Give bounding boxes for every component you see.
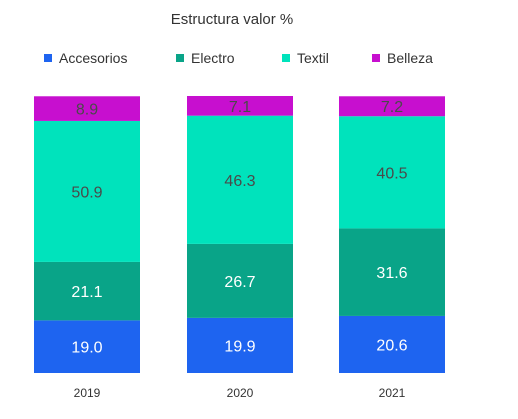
x-tick-label-2021: 2021 [379, 386, 406, 400]
bar-stack-2021: 20.6 31.6 40.5 7.2 [339, 96, 445, 373]
legend-item-textil: Textil [282, 50, 329, 66]
data-label-belleza-2019: 8.9 [76, 102, 98, 119]
data-label-electro-2019: 21.1 [71, 284, 102, 301]
legend-item-belleza: Belleza [372, 50, 433, 66]
bar-segment-accesorios-2019 [34, 320, 140, 373]
data-label-electro-2021: 31.6 [376, 265, 407, 282]
data-label-accesorios-2021: 20.6 [376, 337, 407, 354]
legend-item-electro: Electro [176, 50, 235, 66]
bar-segment-electro-2020 [187, 243, 293, 318]
data-label-belleza-2021: 7.2 [381, 99, 403, 116]
x-tick-label-2019: 2019 [74, 386, 101, 400]
bar-segment-accesorios-2021 [339, 315, 445, 373]
bar-segment-electro-2021 [339, 228, 445, 316]
legend: Accesorios Electro Textil Belleza [44, 50, 433, 66]
legend-label: Belleza [387, 50, 433, 66]
x-tick-label-2020: 2020 [227, 386, 254, 400]
legend-label: Textil [297, 50, 329, 66]
data-label-textil-2019: 50.9 [71, 184, 102, 201]
legend-swatch [176, 54, 184, 62]
data-label-textil-2020: 46.3 [224, 173, 255, 190]
bar-stack-2020: 19.9 26.7 46.3 7.1 [187, 96, 293, 373]
bar-segment-belleza-2019 [34, 96, 140, 121]
data-label-electro-2020: 26.7 [224, 274, 255, 291]
data-label-textil-2021: 40.5 [376, 165, 407, 182]
legend-item-accesorios: Accesorios [44, 50, 127, 66]
bar-segment-textil-2020 [187, 115, 293, 244]
bars: 19.0 21.1 50.9 8.9 19.9 26.7 46.3 7.1 20.6 31.6 40… [34, 96, 445, 373]
bar-segment-textil-2019 [34, 120, 140, 262]
chart-title: Estructura valor % [171, 11, 294, 28]
bar-segment-belleza-2020 [187, 96, 293, 116]
bar-segment-electro-2019 [34, 261, 140, 321]
legend-swatch [44, 54, 52, 62]
x-axis-tick-labels: 2019 2020 2021 [74, 386, 406, 400]
bar-stack-2019: 19.0 21.1 50.9 8.9 [34, 96, 140, 373]
data-label-accesorios-2019: 19.0 [71, 340, 102, 357]
bar-segment-accesorios-2020 [187, 317, 293, 373]
bar-segment-belleza-2021 [339, 96, 445, 117]
legend-label: Accesorios [59, 50, 127, 66]
data-label-accesorios-2020: 19.9 [224, 338, 255, 355]
bar-segment-textil-2021 [339, 116, 445, 229]
data-label-belleza-2020: 7.1 [229, 99, 251, 116]
legend-label: Electro [191, 50, 235, 66]
legend-swatch [282, 54, 290, 62]
legend-swatch [372, 54, 380, 62]
